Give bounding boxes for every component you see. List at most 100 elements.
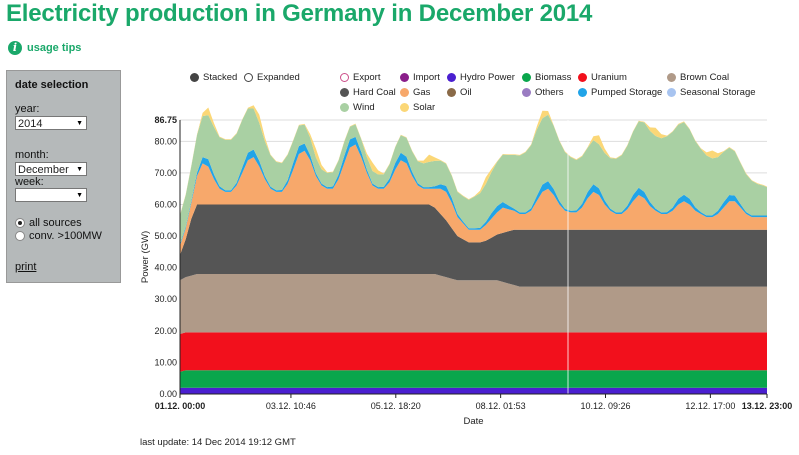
radio-unchecked-icon bbox=[15, 231, 25, 241]
legend-item-seasonal[interactable]: Seasonal Storage bbox=[667, 87, 756, 98]
legend-swatch-icon bbox=[522, 73, 531, 82]
area-uranium bbox=[180, 332, 767, 372]
year-select[interactable]: 2014 ▼ bbox=[15, 116, 87, 130]
legend-swatch-icon bbox=[667, 73, 676, 82]
usage-tips-label: usage tips bbox=[27, 42, 82, 54]
legend-label: Pumped Storage bbox=[591, 87, 663, 98]
mode-expanded-label: Expanded bbox=[257, 72, 300, 83]
y-tick-label: 40.00 bbox=[154, 263, 177, 273]
legend-swatch-icon bbox=[400, 103, 409, 112]
mode-expanded[interactable]: Expanded bbox=[244, 72, 300, 83]
x-tick-label: 13.12. 23:00 bbox=[742, 401, 793, 411]
legend-item-uranium[interactable]: Uranium bbox=[578, 72, 627, 83]
legend-label: Uranium bbox=[591, 72, 627, 83]
legend-swatch-icon bbox=[522, 88, 531, 97]
year-select-value: 2014 bbox=[18, 118, 43, 130]
x-tick-label: 12.12. 17:00 bbox=[685, 401, 735, 411]
mode-stacked[interactable]: Stacked bbox=[190, 72, 237, 83]
radio-filled-icon bbox=[190, 73, 199, 82]
legend-label: Oil bbox=[460, 87, 472, 98]
radio-checked-icon bbox=[15, 218, 25, 228]
x-axis-title: Date bbox=[463, 416, 483, 427]
date-selection-panel: date selection year: 2014 ▼ month: Decem… bbox=[6, 70, 121, 283]
legend-item-solar[interactable]: Solar bbox=[400, 102, 435, 113]
legend-swatch-icon bbox=[578, 88, 587, 97]
chevron-down-icon: ▼ bbox=[76, 166, 83, 173]
x-tick-label: 10.12. 09:26 bbox=[580, 401, 630, 411]
y-tick-label: 50.00 bbox=[154, 231, 177, 241]
y-tick-label: 70.00 bbox=[154, 168, 177, 178]
legend-label: Gas bbox=[413, 87, 431, 98]
month-select-value: December bbox=[18, 164, 69, 176]
last-update: last update: 14 Dec 2014 19:12 GMT bbox=[140, 437, 296, 448]
print-link[interactable]: print bbox=[15, 261, 37, 273]
legend-item-oil[interactable]: Oil bbox=[447, 87, 472, 98]
week-label: week: bbox=[15, 176, 44, 188]
date-selection-heading: date selection bbox=[15, 79, 89, 91]
legend-swatch-icon bbox=[447, 73, 456, 82]
week-select[interactable]: ▼ bbox=[15, 188, 87, 202]
area-hydro bbox=[180, 387, 767, 394]
area-gas bbox=[180, 144, 767, 255]
legend-swatch-icon bbox=[447, 88, 456, 97]
area-biomass bbox=[180, 370, 767, 388]
x-tick-label: 01.12. 00:00 bbox=[155, 401, 206, 411]
radio-all-sources[interactable]: all sources bbox=[15, 217, 82, 229]
page-title: Electricity production in Germany in Dec… bbox=[6, 0, 593, 27]
legend-item-brown-coal[interactable]: Brown Coal bbox=[667, 72, 729, 83]
legend-swatch-icon bbox=[667, 88, 676, 97]
legend-item-hydro[interactable]: Hydro Power bbox=[447, 72, 515, 83]
legend-label: Hard Coal bbox=[353, 87, 396, 98]
area-hard-coal bbox=[180, 204, 767, 287]
legend-label: Export bbox=[353, 72, 381, 83]
area-brown-coal bbox=[180, 274, 767, 334]
legend-item-others[interactable]: Others bbox=[522, 87, 564, 98]
legend-label: Import bbox=[413, 72, 440, 83]
y-tick-label: 60.00 bbox=[154, 199, 177, 209]
x-tick-label: 05.12. 18:20 bbox=[371, 401, 421, 411]
legend-swatch-icon bbox=[400, 88, 409, 97]
radio-conv-100mw[interactable]: conv. >100MW bbox=[15, 230, 102, 242]
legend-label: Others bbox=[535, 87, 564, 98]
legend-swatch-icon bbox=[400, 73, 409, 82]
legend-swatch-icon bbox=[340, 103, 349, 112]
y-tick-label: 80.00 bbox=[154, 136, 177, 146]
y-tick-label: 30.00 bbox=[154, 294, 177, 304]
legend-item-biomass[interactable]: Biomass bbox=[522, 72, 571, 83]
radio-hollow-icon bbox=[244, 73, 253, 82]
x-tick-label: 03.12. 10:46 bbox=[266, 401, 316, 411]
radio-all-sources-label: all sources bbox=[29, 217, 82, 229]
legend-label: Brown Coal bbox=[680, 72, 730, 83]
y-tick-label: 86.75 bbox=[154, 115, 177, 125]
month-label: month: bbox=[15, 149, 49, 161]
legend-swatch-icon bbox=[340, 88, 349, 97]
y-axis-title: Power (GW) bbox=[140, 231, 151, 283]
legend-item-pumped[interactable]: Pumped Storage bbox=[578, 87, 662, 98]
y-tick-label: 0.00 bbox=[159, 389, 177, 399]
info-icon: i bbox=[8, 41, 22, 55]
legend-label: Hydro Power bbox=[460, 72, 515, 83]
radio-conv-label: conv. >100MW bbox=[29, 230, 102, 242]
legend-label: Wind bbox=[353, 102, 375, 113]
legend-item-wind[interactable]: Wind bbox=[340, 102, 375, 113]
area-wind bbox=[180, 108, 767, 244]
legend-label: Seasonal Storage bbox=[680, 87, 756, 98]
mode-stacked-label: Stacked bbox=[203, 72, 238, 83]
legend-swatch-icon bbox=[578, 73, 587, 82]
year-label: year: bbox=[15, 103, 40, 115]
usage-tips-link[interactable]: i usage tips bbox=[8, 41, 81, 55]
legend-item-gas[interactable]: Gas bbox=[400, 87, 430, 98]
legend-swatch-icon bbox=[340, 73, 349, 82]
y-tick-label: 10.00 bbox=[154, 357, 177, 367]
legend-label: Solar bbox=[413, 102, 436, 113]
chevron-down-icon: ▼ bbox=[76, 192, 83, 199]
x-tick-label: 08.12. 01:53 bbox=[476, 401, 526, 411]
y-tick-label: 20.00 bbox=[154, 326, 177, 336]
legend-item-hard-coal[interactable]: Hard Coal bbox=[340, 87, 396, 98]
month-select[interactable]: December ▼ bbox=[15, 162, 87, 176]
legend-item-import[interactable]: Import bbox=[400, 72, 440, 83]
legend-label: Biomass bbox=[535, 72, 572, 83]
chevron-down-icon: ▼ bbox=[76, 120, 83, 127]
legend-item-export[interactable]: Export bbox=[340, 72, 380, 83]
